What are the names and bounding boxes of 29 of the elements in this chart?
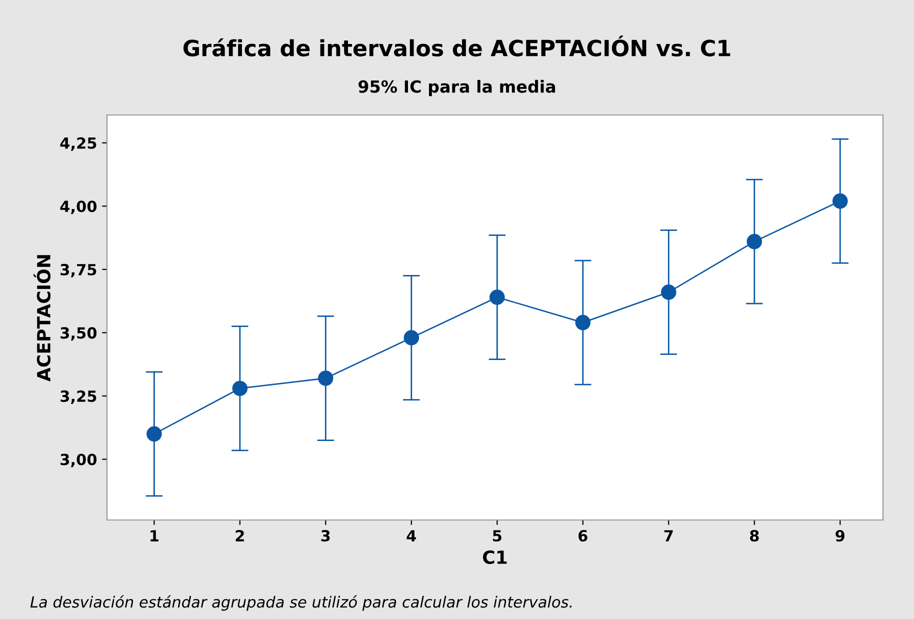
- y-tick-label: 3,50: [60, 327, 97, 341]
- x-tick-label: 9: [836, 530, 844, 542]
- point: [490, 290, 505, 305]
- x-tick-label: 3: [321, 530, 330, 542]
- y-tick-label: 3,00: [60, 454, 97, 468]
- point: [832, 193, 848, 209]
- x-tick-label: 4: [406, 530, 416, 542]
- y-tick-label: 4,00: [60, 200, 97, 214]
- point: [404, 330, 420, 346]
- x-axis-title: C1: [482, 550, 507, 564]
- x-tick-label: 8: [750, 530, 759, 542]
- y-tick-label: 3,75: [60, 264, 96, 278]
- x-tick-label: 1: [150, 530, 158, 542]
- point: [660, 284, 676, 300]
- chart-title: Gráfica de intervalos de ACEPTACIÓN vs. C1: [183, 36, 730, 56]
- x-tick-label: 5: [493, 530, 502, 542]
- text: La desviación estándar agrupada se utilizó para calcular los intervalos.: [30, 595, 572, 611]
- y-axis-title: ACEPTACIÓN: [34, 255, 51, 382]
- point: [746, 234, 762, 250]
- x-tick-label: 6: [578, 530, 588, 542]
- point: [146, 426, 162, 442]
- point: [232, 380, 248, 396]
- y-tick-label: 3,25: [60, 390, 96, 404]
- chart-subtitle: 95% IC para la media: [358, 80, 556, 96]
- x-tick-label: 7: [664, 530, 673, 542]
- x-tick-label: 2: [236, 530, 244, 542]
- point: [575, 314, 591, 330]
- point: [318, 370, 334, 386]
- y-tick-label: 4,25: [60, 137, 96, 151]
